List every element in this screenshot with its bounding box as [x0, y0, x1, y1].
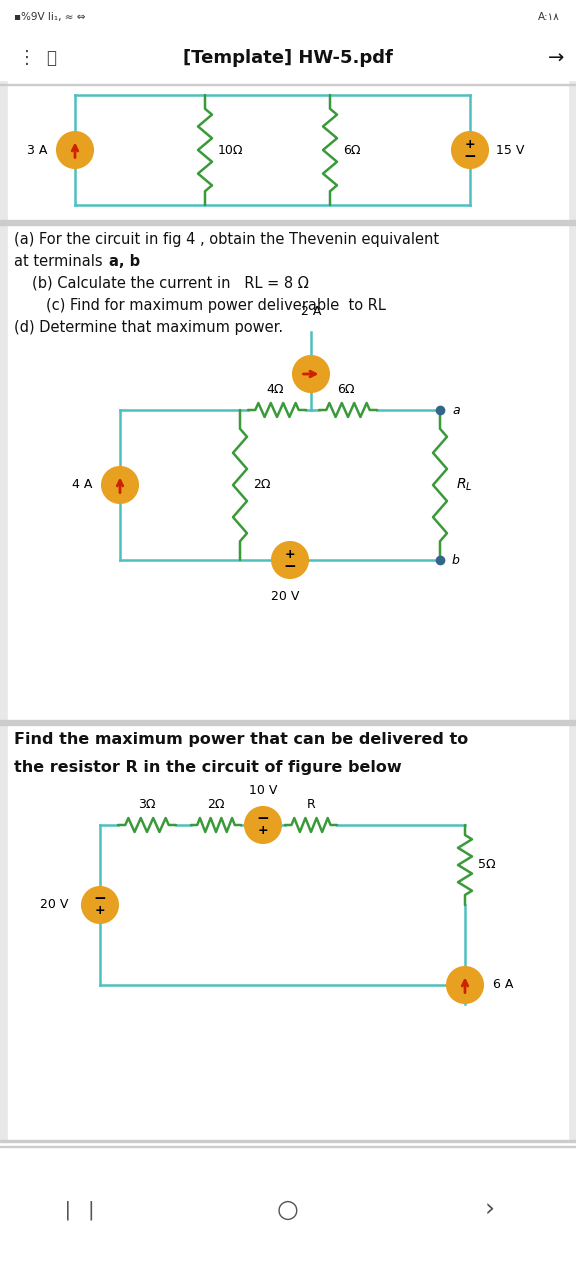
Text: 2 A: 2 A — [301, 305, 321, 317]
Text: the resistor R in the circuit of figure below: the resistor R in the circuit of figure … — [14, 760, 401, 774]
Bar — [8, 724, 568, 1142]
Text: +: + — [465, 138, 475, 151]
Text: −: − — [283, 559, 297, 575]
Text: 15 V: 15 V — [496, 143, 524, 156]
Bar — [0, 220, 576, 225]
Text: 2Ω: 2Ω — [207, 797, 225, 812]
Text: 3Ω: 3Ω — [138, 797, 156, 812]
Circle shape — [447, 966, 483, 1004]
Bar — [0, 35, 576, 79]
Bar — [8, 225, 568, 722]
Text: 20 V: 20 V — [271, 590, 299, 603]
Circle shape — [293, 356, 329, 392]
Text: −: − — [257, 810, 270, 826]
Text: +: + — [94, 904, 105, 918]
Text: A:١٨: A:١٨ — [538, 12, 560, 22]
Text: ›: › — [485, 1198, 495, 1222]
Circle shape — [82, 887, 118, 923]
Circle shape — [245, 806, 281, 844]
Text: −: − — [464, 150, 476, 164]
Circle shape — [272, 541, 308, 579]
Text: ○: ○ — [277, 1198, 299, 1222]
Text: [Template] HW-5.pdf: [Template] HW-5.pdf — [183, 49, 393, 67]
Circle shape — [102, 467, 138, 503]
Bar — [0, 719, 576, 724]
Text: $R_L$: $R_L$ — [456, 476, 472, 493]
Circle shape — [57, 132, 93, 168]
Text: 2Ω: 2Ω — [253, 479, 271, 492]
Text: 6Ω: 6Ω — [338, 383, 355, 396]
Text: a: a — [452, 403, 460, 416]
Circle shape — [452, 132, 488, 168]
Text: 5Ω: 5Ω — [478, 859, 495, 872]
Text: 10 V: 10 V — [249, 783, 277, 797]
Text: →: → — [548, 49, 564, 68]
Text: a, b: a, b — [109, 253, 140, 269]
Text: 6Ω: 6Ω — [343, 143, 361, 156]
Text: (a) For the circuit in fig 4 , obtain the Thevenin equivalent: (a) For the circuit in fig 4 , obtain th… — [14, 232, 439, 247]
Text: 20 V: 20 V — [40, 899, 68, 911]
Text: ⧉: ⧉ — [46, 49, 56, 67]
Text: (c) Find for maximum power deliverable  to RL: (c) Find for maximum power deliverable t… — [46, 298, 386, 314]
Text: R: R — [306, 797, 316, 812]
Text: | |: | | — [62, 1201, 97, 1220]
Text: 4 A: 4 A — [71, 479, 92, 492]
Text: b: b — [452, 553, 460, 567]
Bar — [0, 1142, 576, 1280]
Text: 3 A: 3 A — [26, 143, 47, 156]
Text: (b) Calculate the current in   RL = 8 Ω: (b) Calculate the current in RL = 8 Ω — [32, 276, 309, 291]
Bar — [0, 0, 576, 35]
Text: −: − — [94, 891, 107, 906]
Text: +: + — [257, 824, 268, 837]
Text: Find the maximum power that can be delivered to: Find the maximum power that can be deliv… — [14, 732, 468, 748]
Text: 10Ω: 10Ω — [218, 143, 244, 156]
Text: ⋮: ⋮ — [18, 49, 36, 67]
Text: ▪%9V li₁, ≈ ⇔: ▪%9V li₁, ≈ ⇔ — [14, 12, 85, 22]
Text: (d) Determine that maximum power.: (d) Determine that maximum power. — [14, 320, 283, 335]
Bar — [8, 79, 568, 220]
Text: 4Ω: 4Ω — [266, 383, 284, 396]
Text: at terminals: at terminals — [14, 253, 112, 269]
Text: +: + — [285, 548, 295, 561]
Bar — [0, 1140, 576, 1142]
Text: 6 A: 6 A — [493, 978, 513, 992]
